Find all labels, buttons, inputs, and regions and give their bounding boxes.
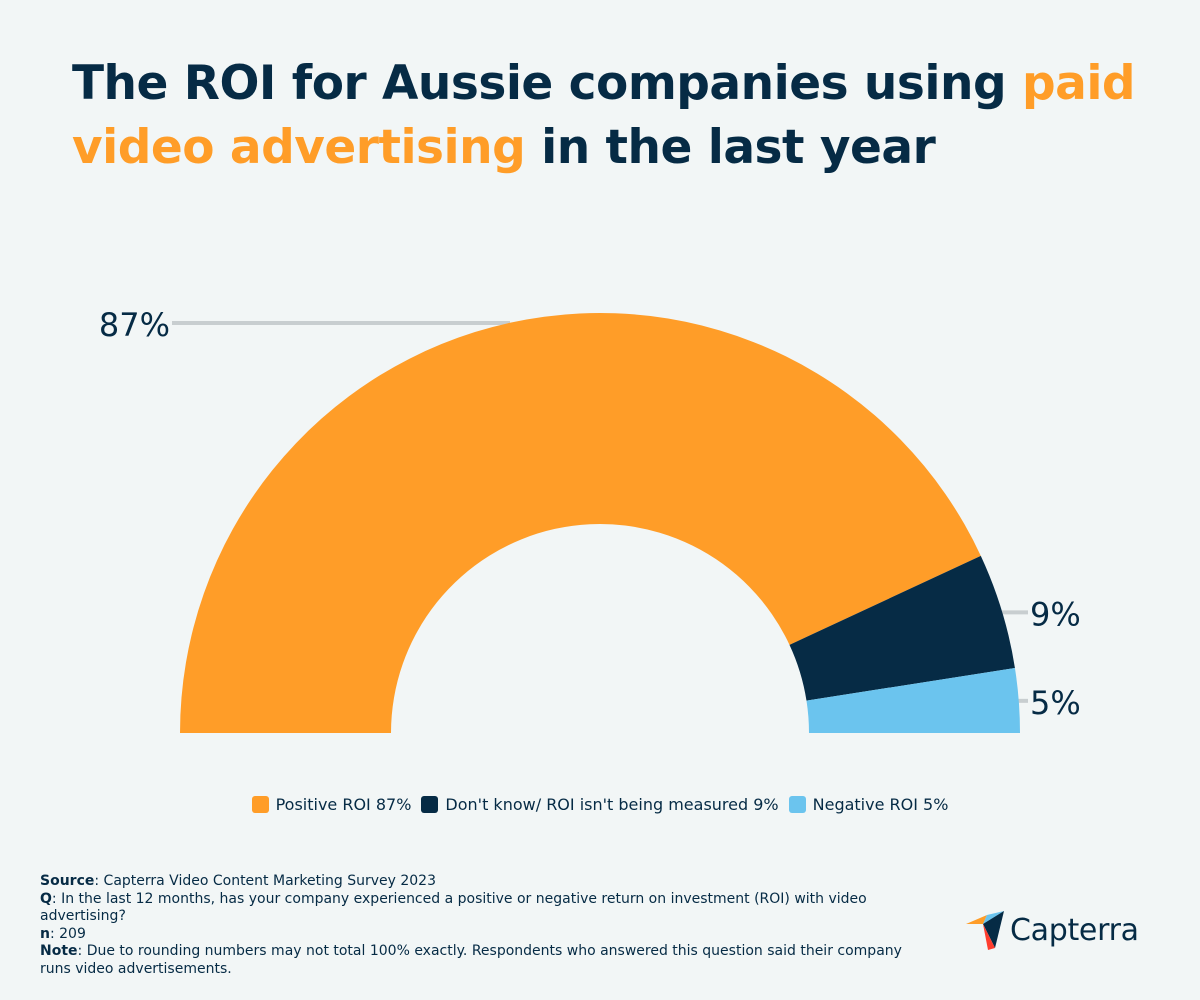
- title-highlight: paid video advertising: [72, 56, 1136, 175]
- sample-size-text: : 209: [49, 925, 86, 942]
- question-text: : In the last 12 months, has your compan…: [40, 890, 867, 925]
- note-line: Note: Due to rounding numbers may not to…: [40, 943, 920, 978]
- data-label-negative-roi: 5%: [1030, 684, 1081, 722]
- source-line: Source: Capterra Video Content Marketing…: [40, 873, 920, 891]
- source-text: : Capterra Video Content Marketing Surve…: [94, 873, 436, 889]
- capterra-logo: Capterra: [966, 908, 1139, 952]
- legend-swatch: [421, 796, 439, 813]
- slice-negative-roi: [806, 667, 1020, 733]
- sample-size-label: n: [40, 925, 50, 942]
- note-label: Note: [40, 943, 78, 959]
- slice-positive-roi: [180, 312, 981, 733]
- legend-label: Negative ROI 5%: [812, 795, 949, 814]
- title-part-2: in the last year: [525, 120, 936, 175]
- legend-item-positive-roi: Positive ROI 87%: [251, 795, 412, 814]
- capterra-logo-icon: [966, 911, 1004, 950]
- title-part-1: The ROI for Aussie companies using: [72, 56, 1022, 111]
- chart-legend: Positive ROI 87% Don't know/ ROI isn't be…: [0, 795, 1200, 814]
- note-text: : Due to rounding numbers may not total …: [40, 943, 902, 977]
- legend-label: Don't know/ ROI isn't being measured 9%: [445, 795, 779, 814]
- legend-swatch: [251, 796, 269, 813]
- footnote: Source: Capterra Video Content Marketing…: [40, 873, 920, 978]
- source-label: Source: [40, 873, 95, 889]
- legend-swatch: [788, 796, 806, 813]
- data-labels: 87% 9% 5%: [99, 306, 1081, 722]
- question-line: Q: In the last 12 months, has your compa…: [40, 891, 920, 926]
- question-label: Q: [40, 890, 52, 907]
- legend-item-negative-roi: Negative ROI 5%: [788, 795, 949, 814]
- legend-label: Positive ROI 87%: [275, 795, 412, 814]
- data-label-positive-roi: 87%: [99, 306, 170, 344]
- sample-size-line: n: 209: [40, 926, 920, 944]
- data-label-don-t-know-roi-isn-t-being-measured: 9%: [1030, 595, 1081, 633]
- semi-donut-chart: 87% 9% 5%: [99, 306, 1081, 733]
- capterra-logo-text: Capterra: [1010, 912, 1139, 948]
- legend-item-don-t-know-roi-isn-t-being-measured: Don't know/ ROI isn't being measured 9%: [421, 795, 779, 814]
- chart-title: The ROI for Aussie companies using paid …: [72, 52, 1152, 180]
- slice-don-t-know-roi-isn-t-being-measured: [789, 555, 1015, 701]
- chart-slices: [180, 312, 1020, 733]
